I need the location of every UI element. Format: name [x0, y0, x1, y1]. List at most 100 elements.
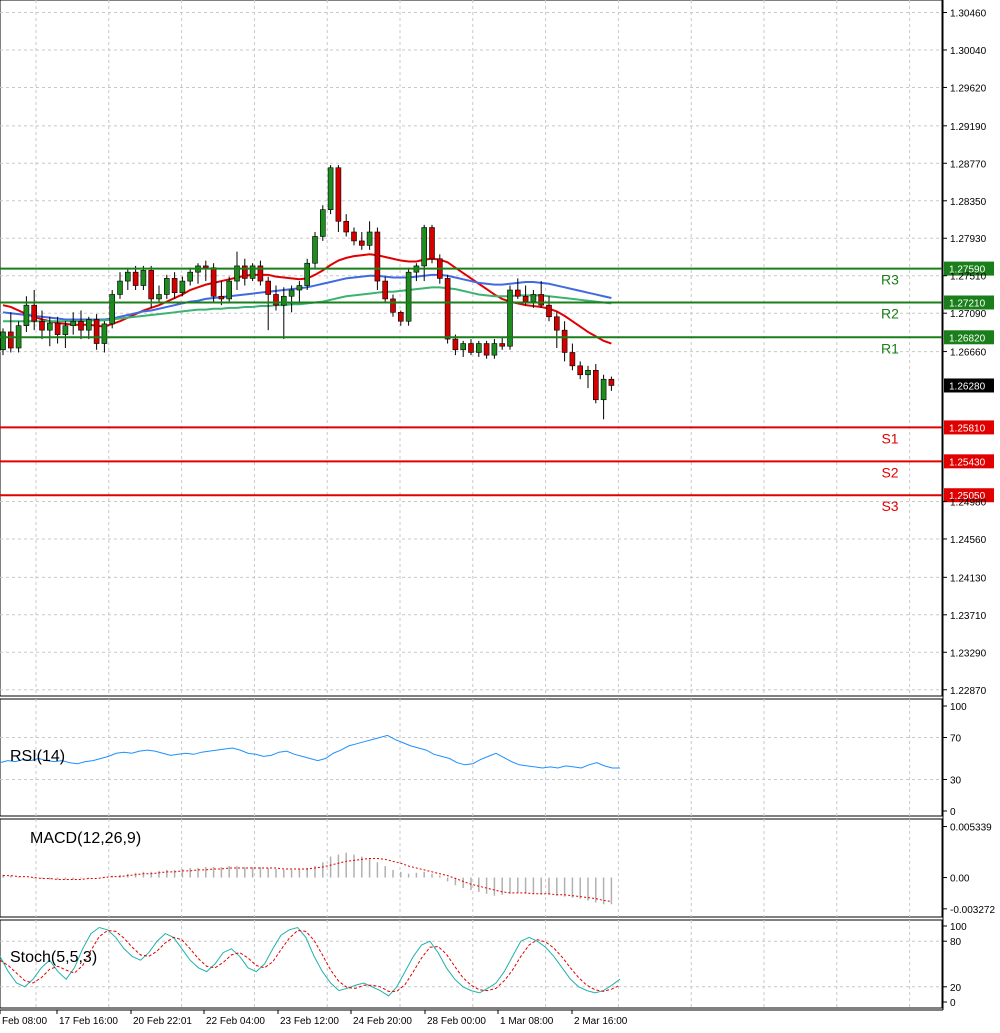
rsi-line — [0, 734, 620, 769]
macd-pane — [0, 818, 943, 918]
macd-signal-line — [3, 857, 612, 902]
macd-tick-label: 0.005339 — [950, 823, 992, 834]
candle-body — [304, 262, 311, 286]
candle-body — [382, 280, 389, 300]
rsi-tick-label: 100 — [950, 702, 967, 713]
candle-body — [164, 278, 170, 295]
candle-body — [600, 378, 607, 401]
candle-body — [538, 294, 545, 306]
candle-body — [405, 271, 412, 322]
candle-body — [39, 320, 45, 331]
candle-body — [78, 320, 84, 331]
level-price-tag-text: 1.27590 — [949, 265, 986, 276]
price-tick-label: 1.28770 — [950, 159, 987, 170]
stoch-tick-label: 0 — [950, 998, 956, 1009]
candle-body — [608, 378, 615, 386]
candle-body — [31, 304, 38, 322]
level-price-tag — [944, 420, 994, 435]
level-price-tag — [944, 295, 994, 310]
stoch-tick-label: 80 — [950, 937, 962, 948]
level-price-tag-text: 1.25810 — [949, 423, 986, 434]
candle-body — [93, 319, 100, 344]
price-tick-label: 1.24560 — [950, 535, 987, 546]
stoch-tick-label: 100 — [950, 922, 967, 933]
level-label-s1: S1 — [881, 430, 898, 446]
rsi-title: RSI(14) — [10, 748, 65, 765]
candle-body — [117, 280, 123, 295]
level-price-tag-text: 1.25430 — [949, 457, 986, 468]
candle-body — [125, 271, 131, 282]
candle-body — [23, 304, 30, 326]
candle-body — [257, 265, 264, 282]
stochastic-indicator: 100 80 20 0 — [0, 922, 967, 1009]
rsi-tick-label: 30 — [950, 776, 962, 787]
price-tick-label: 1.30040 — [950, 46, 987, 57]
candle-body — [491, 343, 498, 356]
stoch-tick-label: 20 — [950, 983, 962, 994]
candle-body — [226, 280, 232, 300]
price-tick-label: 1.23710 — [950, 611, 987, 622]
candle-body — [452, 338, 459, 351]
macd-tick-label: -0.003272 — [950, 905, 995, 916]
time-tick-label: 17 Feb 16:00 — [59, 1016, 118, 1027]
stoch-pane — [0, 919, 943, 1009]
candle-body — [546, 304, 552, 318]
candle-body — [522, 295, 529, 302]
price-tick-label: 1.23290 — [950, 648, 987, 659]
candlesticks — [0, 165, 615, 420]
candle-body — [171, 278, 178, 293]
candle-body — [577, 365, 584, 376]
rsi-pane — [0, 698, 943, 817]
time-tick-label: 2 Mar 16:00 — [574, 1016, 628, 1027]
level-price-tag — [944, 330, 994, 345]
candle-body — [187, 271, 193, 282]
candle-body — [54, 322, 61, 335]
candle-body — [460, 343, 467, 351]
candle-body — [156, 294, 162, 300]
price-tick-label: 1.26660 — [950, 348, 987, 359]
candle-body — [444, 278, 451, 340]
level-price-tag — [944, 261, 994, 276]
time-tick-label: 24 Feb 20:00 — [353, 1016, 412, 1027]
level-price-tag — [944, 488, 994, 503]
macd-tick-label: 0.00 — [950, 874, 970, 885]
price-tick-label: 1.27090 — [950, 309, 987, 320]
candle-body — [319, 209, 326, 237]
rsi-tick-label: 70 — [950, 734, 962, 745]
time-tick-label: 22 Feb 04:00 — [206, 1016, 265, 1027]
time-tick-label: 23 Feb 12:00 — [280, 1016, 339, 1027]
candle-body — [499, 343, 506, 347]
candle-body — [210, 267, 217, 297]
candle-body — [288, 289, 295, 297]
level-label-r1: R1 — [881, 340, 899, 356]
candle-body — [280, 295, 287, 306]
candle-body — [592, 370, 599, 401]
candle-body — [366, 231, 373, 246]
candle-body — [218, 295, 225, 300]
candle-body — [86, 319, 92, 331]
current-price-tag-text: 1.26280 — [949, 381, 986, 392]
price-tick-label: 1.24980 — [950, 497, 987, 508]
price-tick-label: 1.27510 — [950, 272, 987, 283]
level-price-tag-text: 1.26820 — [949, 333, 986, 344]
candle-body — [343, 220, 350, 233]
candle-body — [507, 289, 513, 347]
price-tick-label: 1.22870 — [950, 686, 987, 697]
price-tick-label: 1.29620 — [950, 83, 987, 94]
candle-body — [249, 265, 256, 279]
candle-body — [273, 294, 279, 306]
pivot-levels: R3 1.27590 R2 1.27210 R1 1.26820 S1 1.25810 S2 1.… — [0, 261, 994, 514]
price-tick-label: 1.30460 — [950, 8, 987, 19]
candle-body — [70, 320, 76, 326]
price-axis-ticks: 1.30460 1.30040 1.29620 1.29190 1.28770 1.283… — [943, 8, 987, 697]
candle-body — [8, 331, 14, 349]
candle-body — [62, 325, 69, 335]
candle-body — [101, 323, 108, 344]
candle-body — [530, 294, 537, 302]
stoch-title: Stoch(5,5,3) — [10, 949, 97, 966]
candle-body — [374, 231, 381, 282]
candle-body — [109, 294, 115, 325]
time-tick-label: 20 Feb 22:01 — [133, 1016, 192, 1027]
candle-body — [242, 265, 248, 279]
